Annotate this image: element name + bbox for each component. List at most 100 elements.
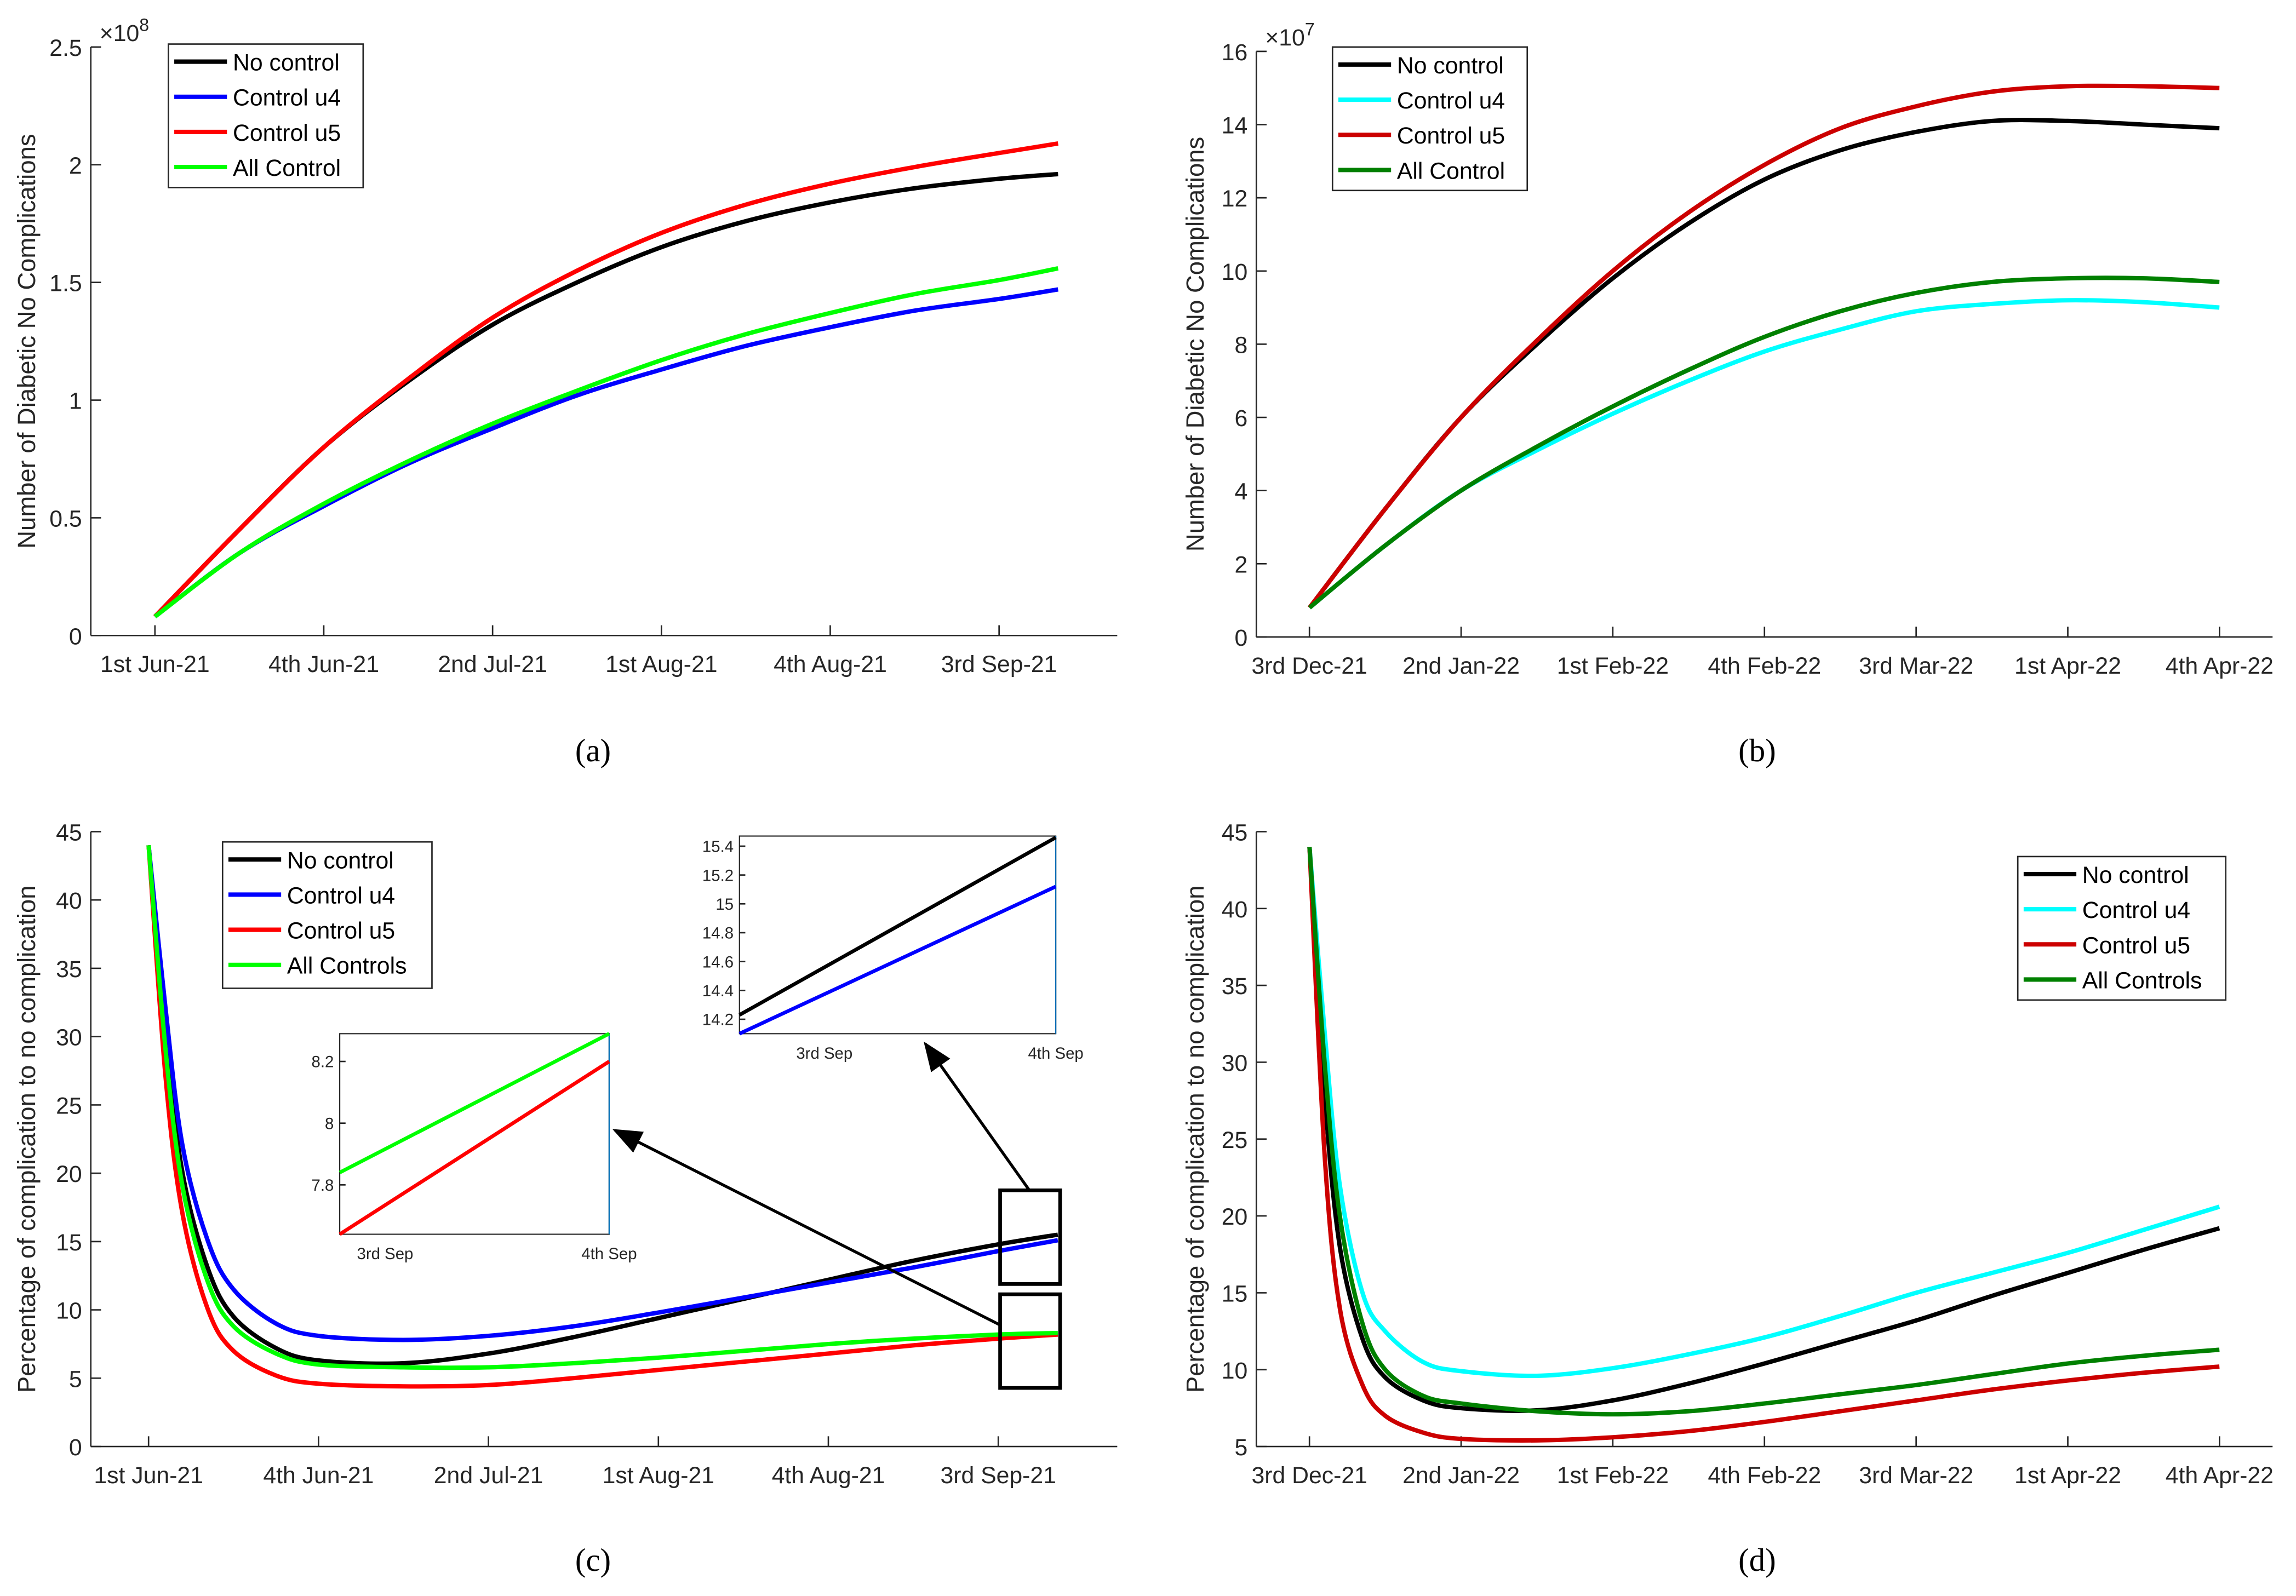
inset-y-tick-label: 15 [715, 895, 734, 914]
inset-y-tick-label: 14.2 [702, 1011, 734, 1029]
y-tick-label: 25 [56, 1093, 82, 1119]
series-line-no-control [153, 171, 1058, 618]
y-tick-label: 6 [1234, 405, 1247, 432]
y-tick-label: 2 [69, 153, 82, 179]
y-axis-label: Number of Diabetic No Complications [1181, 137, 1209, 552]
legend-label: Control u4 [1397, 88, 1505, 114]
inset-y-tick-label: 8 [325, 1115, 334, 1133]
chart-d: 3rd Dec-21 2nd Jan-22 1st Feb-22 4th Feb-22… [1181, 820, 2274, 1578]
legend-label: All Controls [2082, 967, 2202, 994]
inset-y-tick-label: 7.8 [312, 1176, 334, 1195]
y-tick-label: 15 [1222, 1281, 1248, 1307]
inset-line [339, 1060, 610, 1236]
y-tick-label: 20 [56, 1161, 82, 1187]
y-axis-label: Percentage of complication to no complic… [13, 885, 41, 1393]
y-axis-label: Number of Diabetic No Complications [13, 134, 41, 548]
y-tick-label: 10 [1222, 1358, 1248, 1384]
y-tick-label: 0 [69, 1434, 82, 1461]
inset-y-tick-label: 14.4 [702, 982, 734, 1000]
legend-label: Control u5 [287, 918, 395, 944]
y-tick-label: 5 [1234, 1434, 1247, 1461]
x-tick-label: 3rd Mar-22 [1859, 653, 1973, 679]
y-tick-label: 30 [1222, 1050, 1248, 1076]
inset-frame [339, 1033, 610, 1235]
y-tick-label: 40 [56, 888, 82, 914]
y-tick-label: 14 [1222, 113, 1248, 139]
inset-y-tick-label: 15.2 [702, 866, 734, 885]
y-tick-label: 0 [1234, 625, 1247, 651]
series-line-control-u4 [1307, 847, 2220, 1379]
y-tick-label: 1 [69, 388, 82, 415]
inset-x-tick-label: 4th Sep [1028, 1044, 1083, 1063]
series-line-no-control [1307, 847, 2220, 1413]
legend-label: Control u4 [233, 85, 341, 111]
x-tick-label: 1st Jun-21 [94, 1462, 203, 1489]
zoom-box [998, 1292, 1062, 1390]
x-tick-label: 2nd Jan-22 [1402, 1462, 1520, 1489]
zoom-arrow [924, 1041, 1031, 1191]
exponent-power: 8 [139, 15, 149, 35]
y-tick-label: 45 [1222, 820, 1248, 846]
y-tick-label: 16 [1222, 39, 1248, 66]
x-tick-label: 4th Feb-22 [1708, 653, 1821, 679]
inset-line [738, 836, 1057, 1017]
inset-1: 7.8 8 8.2 3rd Sep 4th Sep [312, 1032, 637, 1263]
inset-x-tick-label: 3rd Sep [796, 1044, 852, 1063]
x-tick-label: 4th Jun-21 [263, 1462, 374, 1489]
x-tick-label: 3rd Dec-21 [1251, 653, 1367, 679]
y-exponent: ×107 [1265, 19, 1314, 51]
series-line-control-u4 [146, 845, 1058, 1342]
x-tick-label: 2nd Jan-22 [1402, 653, 1520, 679]
series-line-control-u5 [1308, 83, 2220, 609]
legend-label: All Control [1397, 158, 1505, 184]
series-line-all-control [153, 266, 1059, 619]
y-tick-label: 1.5 [49, 271, 82, 297]
legend-label: Control u5 [1397, 123, 1505, 149]
inset-line [339, 1032, 610, 1174]
legend-label: Control u5 [233, 120, 341, 146]
series-line-control-u5 [153, 141, 1059, 618]
series-line-no-control [146, 845, 1058, 1366]
y-tick-label: 45 [56, 820, 82, 846]
exponent-base: ×10 [100, 20, 140, 47]
x-tick-label: 1st Apr-22 [2014, 1462, 2121, 1489]
series-line-control-u4 [1308, 298, 2220, 610]
chart-b: 3rd Dec-21 2nd Jan-22 1st Feb-22 4th Feb-22… [1181, 19, 2274, 768]
x-tick-label: 4th Feb-22 [1708, 1462, 1821, 1489]
y-tick-label: 20 [1222, 1204, 1248, 1230]
inset-y-tick-label: 14.8 [702, 925, 734, 943]
series-line-all-controls [1307, 847, 2220, 1417]
x-tick-label: 4th Aug-21 [774, 651, 887, 678]
y-tick-label: 10 [56, 1298, 82, 1324]
inset-x-tick-label: 4th Sep [581, 1245, 637, 1263]
y-tick-label: 5 [69, 1366, 82, 1392]
x-tick-label: 1st Aug-21 [603, 1462, 714, 1489]
series-line-all-controls [146, 845, 1058, 1370]
series-line-all-control [1308, 275, 2220, 610]
exponent-base: ×10 [1265, 25, 1305, 51]
x-tick-label: 3rd Sep-21 [940, 1462, 1056, 1489]
inset-y-tick-label: 14.6 [702, 953, 734, 971]
y-tick-label: 35 [56, 956, 82, 983]
y-tick-label: 8 [1234, 332, 1247, 358]
y-tick-label: 10 [1222, 259, 1248, 285]
y-tick-label: 40 [1222, 897, 1248, 923]
x-tick-label: 2nd Jul-21 [434, 1462, 543, 1489]
zoom-box [998, 1188, 1062, 1286]
x-tick-label: 3rd Dec-21 [1251, 1462, 1367, 1489]
series-line-no-control [1308, 118, 2220, 609]
inset-line [738, 885, 1057, 1036]
legend [1331, 46, 1528, 192]
legend-label: Control u4 [287, 882, 395, 909]
legend-label: No control [233, 50, 340, 76]
legend [2017, 856, 2227, 1001]
x-tick-label: 4th Apr-22 [2166, 653, 2274, 679]
legend-label: All Control [233, 155, 341, 181]
inset-2: 14.2 14.4 14.6 14.8 15 15.2 15.4 3rd Sep 4th Sep [702, 835, 1084, 1063]
y-tick-label: 2.5 [49, 35, 82, 61]
y-tick-label: 15 [56, 1230, 82, 1256]
legend-label: No control [2082, 862, 2189, 888]
zoom-arrow [612, 1129, 1001, 1327]
x-tick-label: 3rd Mar-22 [1859, 1462, 1973, 1489]
